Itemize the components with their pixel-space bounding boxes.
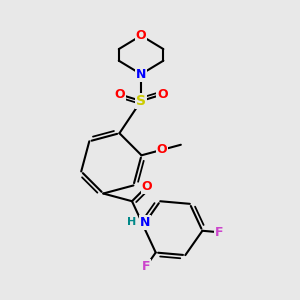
Text: O: O (157, 143, 167, 156)
Text: O: O (136, 29, 146, 42)
Text: N: N (140, 216, 150, 229)
Text: O: O (157, 88, 168, 101)
Text: N: N (136, 68, 146, 81)
Text: F: F (215, 226, 224, 239)
Text: H: H (127, 217, 136, 227)
Text: O: O (141, 180, 152, 193)
Text: S: S (136, 94, 146, 108)
Text: F: F (142, 260, 150, 273)
Text: O: O (114, 88, 125, 101)
